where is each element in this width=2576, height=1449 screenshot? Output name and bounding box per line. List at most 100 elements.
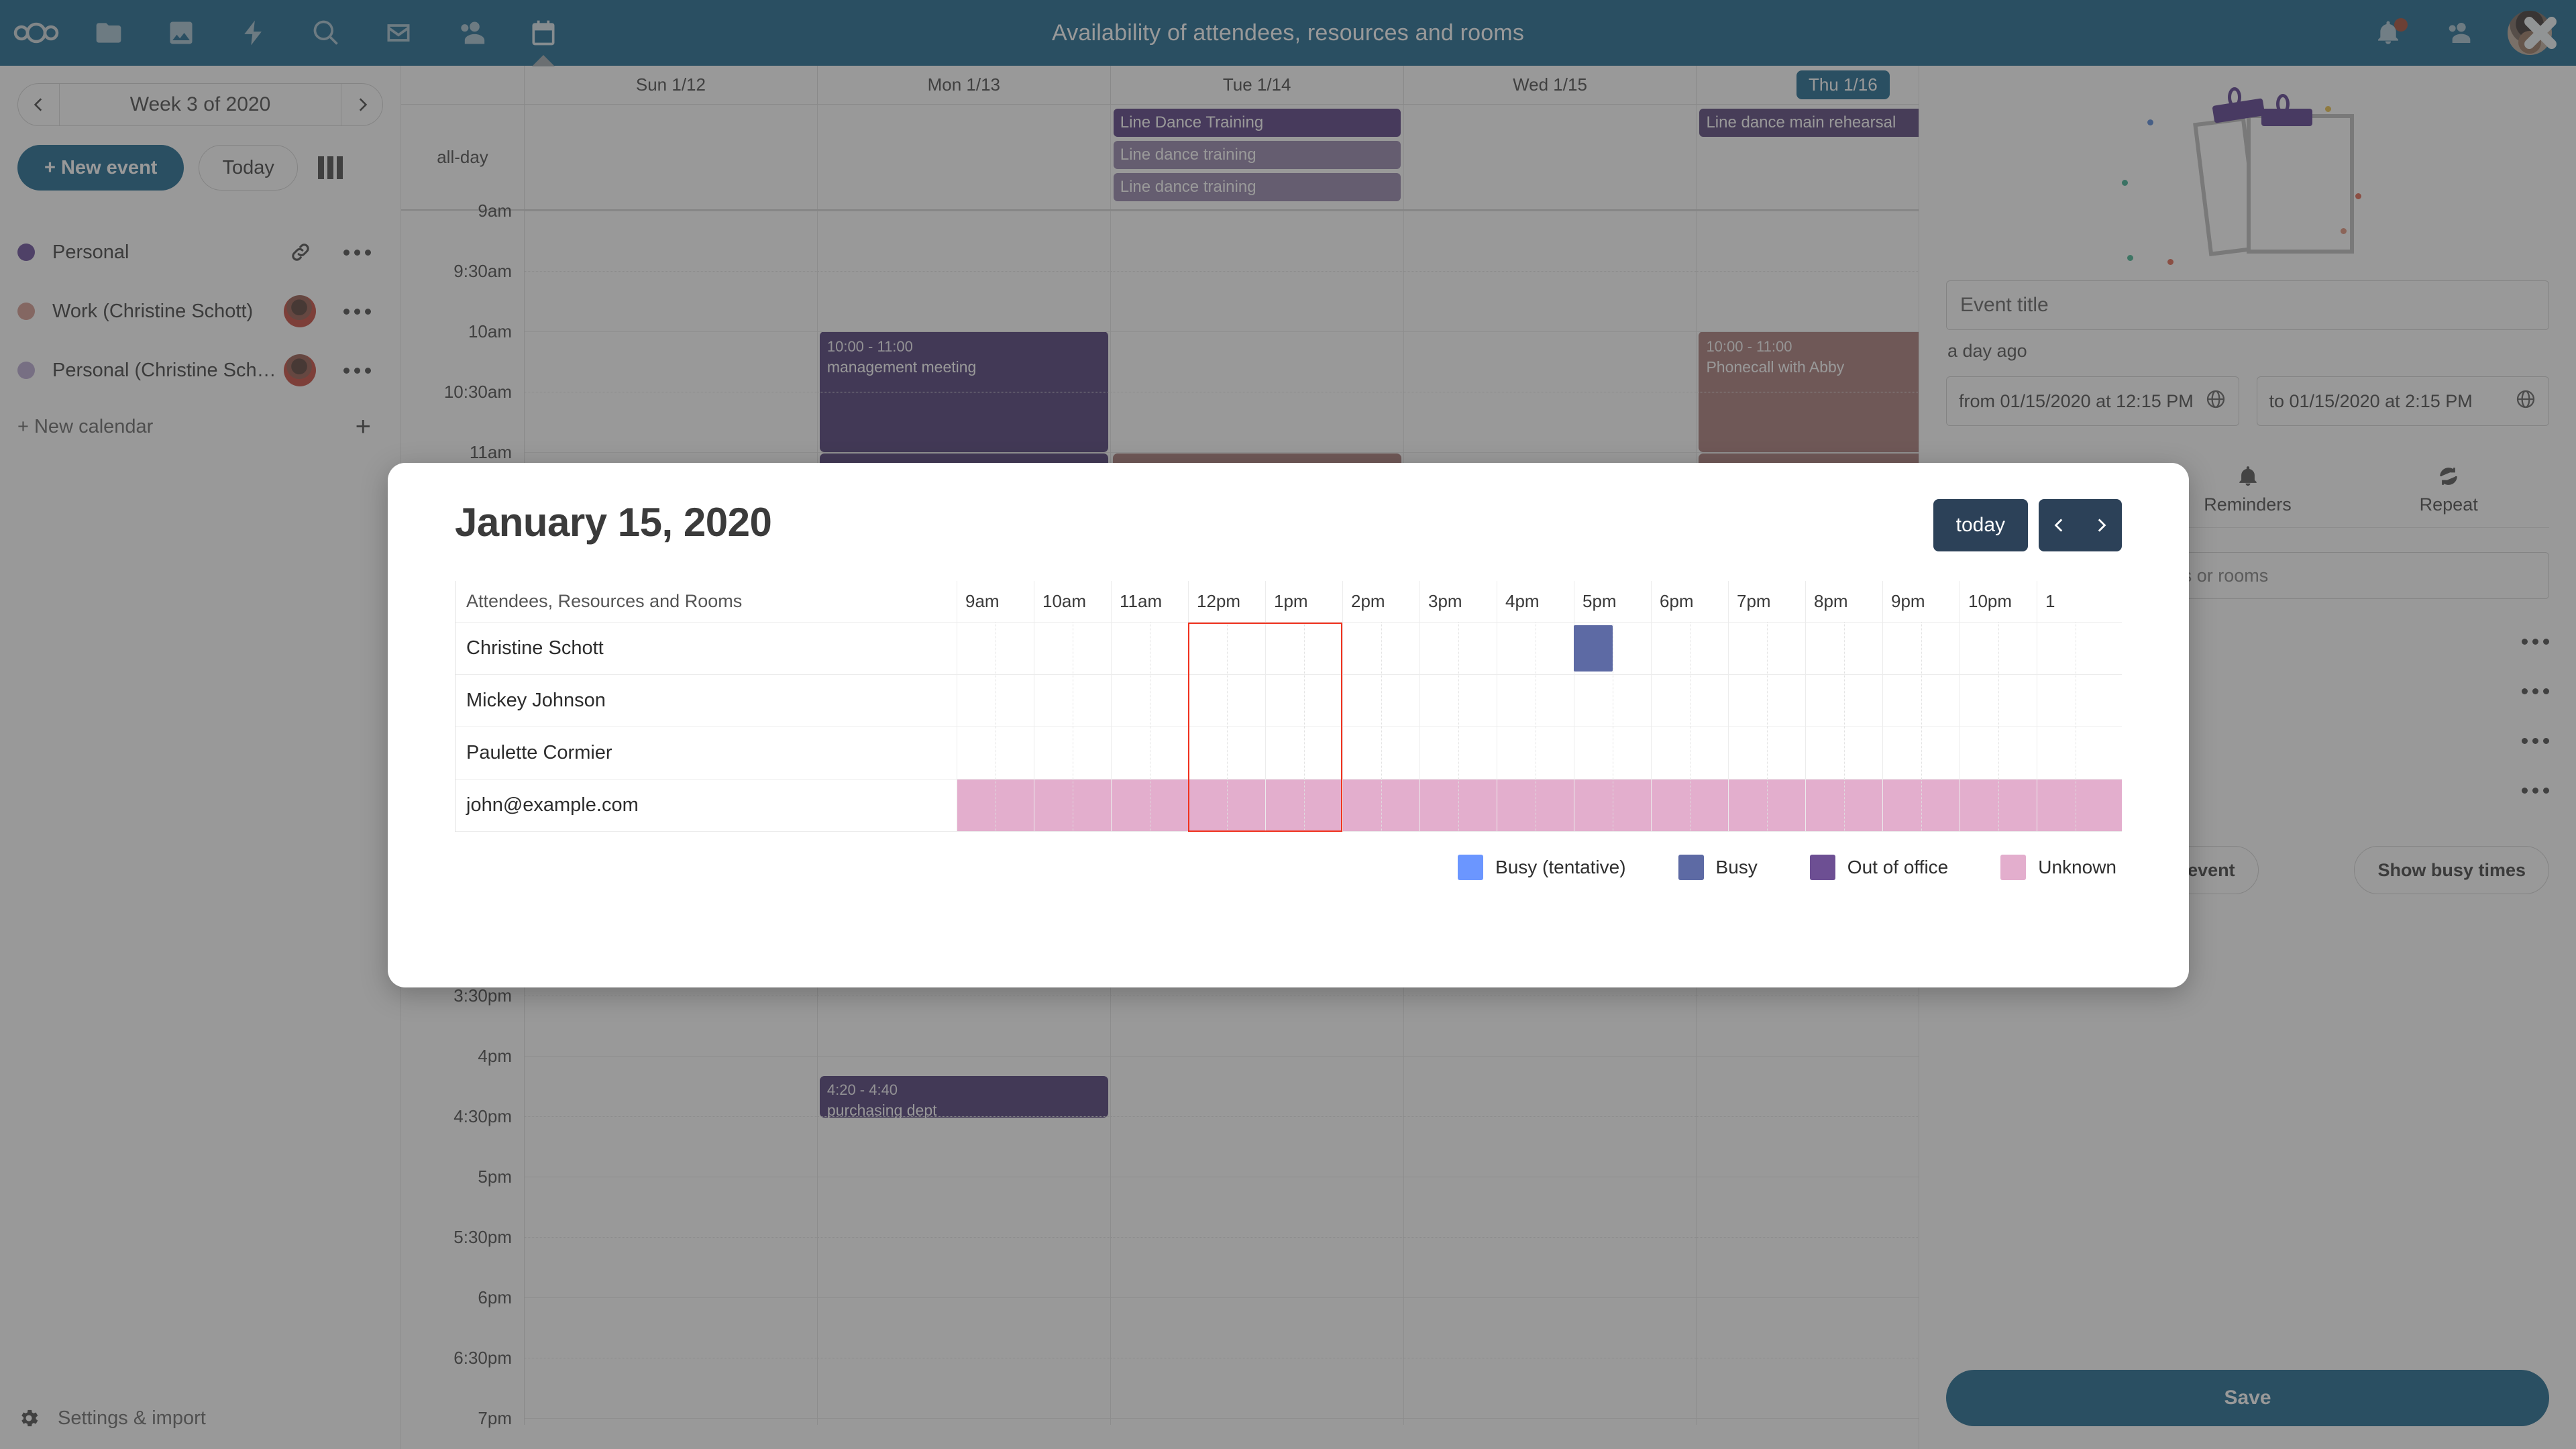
availability-cell[interactable] <box>1651 675 1728 727</box>
availability-row <box>957 727 2122 780</box>
availability-cell[interactable] <box>1805 675 1882 727</box>
availability-cell[interactable] <box>1419 675 1497 727</box>
free-busy-legend: Busy (tentative) Busy Out of office Unkn… <box>455 855 2122 880</box>
busy-block <box>1574 625 1613 672</box>
availability-cell[interactable] <box>1574 675 1651 727</box>
availability-cell[interactable] <box>1960 727 2037 779</box>
attendee-name: john@example.com <box>455 780 957 832</box>
availability-cell[interactable] <box>1728 675 1805 727</box>
availability-cell[interactable] <box>1497 623 1574 674</box>
availability-cell[interactable] <box>1034 623 1111 674</box>
availability-cell[interactable] <box>1111 675 1188 727</box>
availability-cell[interactable] <box>1265 623 1342 674</box>
modal-arrow-group <box>2039 499 2122 551</box>
availability-cell[interactable] <box>2037 780 2114 831</box>
legend-swatch <box>2000 855 2027 880</box>
availability-cell[interactable] <box>1882 780 1960 831</box>
availability-cell[interactable] <box>1188 623 1265 674</box>
availability-cell[interactable] <box>1111 780 1188 831</box>
availability-cell[interactable] <box>1419 623 1497 674</box>
availability-cell[interactable] <box>1497 780 1574 831</box>
legend-item-busy: Busy <box>1678 855 1758 880</box>
availability-cell[interactable] <box>1574 780 1651 831</box>
modal-prev-day-button[interactable] <box>2039 499 2080 551</box>
availability-cell[interactable] <box>1034 727 1111 779</box>
availability-cell[interactable] <box>1960 780 2037 831</box>
availability-cell[interactable] <box>1188 675 1265 727</box>
availability-cell[interactable] <box>1728 623 1805 674</box>
availability-row <box>957 623 2122 675</box>
availability-cell[interactable] <box>1882 675 1960 727</box>
hour-header-row: 9am 10am 11am 12pm 1pm 2pm 3pm 4pm 5pm 6pm 7pm 8pm 9… <box>957 581 2122 623</box>
hour-label: 2pm <box>1342 581 1419 622</box>
availability-cell[interactable] <box>1805 727 1882 779</box>
legend-swatch <box>1678 855 1704 880</box>
availability-rows <box>957 623 2122 832</box>
availability-cell[interactable] <box>1651 727 1728 779</box>
modal-date-navigation: today <box>1933 499 2122 551</box>
availability-cell[interactable] <box>1882 623 1960 674</box>
availability-cell[interactable] <box>1342 675 1419 727</box>
availability-cell[interactable] <box>1728 727 1805 779</box>
availability-cell[interactable] <box>2037 623 2114 674</box>
availability-cell[interactable] <box>1651 780 1728 831</box>
availability-cell[interactable] <box>1111 727 1188 779</box>
availability-cell[interactable] <box>1342 780 1419 831</box>
availability-cell[interactable] <box>2037 675 2114 727</box>
free-busy-modal: January 15, 2020 today Attendees, Resour… <box>388 463 2189 987</box>
availability-cell[interactable] <box>957 623 1034 674</box>
availability-cell[interactable] <box>1960 623 2037 674</box>
attendee-name: Paulette Cormier <box>455 727 957 780</box>
availability-cell[interactable] <box>1574 727 1651 779</box>
legend-label: Busy <box>1715 857 1758 877</box>
legend-label: Out of office <box>1847 857 1949 877</box>
hour-label: 3pm <box>1419 581 1497 622</box>
availability-cell[interactable] <box>1188 780 1265 831</box>
modal-today-button[interactable]: today <box>1933 499 2028 551</box>
hour-label: 1 <box>2037 581 2114 622</box>
availability-cell[interactable] <box>1419 727 1497 779</box>
legend-label: Unknown <box>2038 857 2116 877</box>
availability-cell[interactable] <box>1342 623 1419 674</box>
availability-cell[interactable] <box>1342 727 1419 779</box>
modal-header: January 15, 2020 today <box>455 499 2122 551</box>
hour-label: 6pm <box>1651 581 1728 622</box>
hour-label: 11am <box>1111 581 1188 622</box>
hour-label: 1pm <box>1265 581 1342 622</box>
availability-cell[interactable] <box>1265 727 1342 779</box>
modal-next-day-button[interactable] <box>2080 499 2122 551</box>
availability-cell[interactable] <box>1111 623 1188 674</box>
hour-label: 7pm <box>1728 581 1805 622</box>
availability-cell[interactable] <box>2037 727 2114 779</box>
legend-item-out-of-office: Out of office <box>1809 855 1949 880</box>
availability-cell[interactable] <box>1034 780 1111 831</box>
availability-cell[interactable] <box>1728 780 1805 831</box>
legend-item-unknown: Unknown <box>2000 855 2116 880</box>
availability-cell[interactable] <box>1651 623 1728 674</box>
hour-label: 9am <box>957 581 1034 622</box>
availability-cell[interactable] <box>1960 675 2037 727</box>
availability-row <box>957 675 2122 727</box>
availability-cell[interactable] <box>957 780 1034 831</box>
availability-cell[interactable] <box>957 675 1034 727</box>
availability-cell[interactable] <box>1805 780 1882 831</box>
attendee-name: Mickey Johnson <box>455 675 957 727</box>
availability-cell[interactable] <box>1497 675 1574 727</box>
availability-cell[interactable] <box>1805 623 1882 674</box>
availability-cell[interactable] <box>1265 780 1342 831</box>
attendee-name-column: Attendees, Resources and Rooms Christine… <box>455 581 957 832</box>
availability-cell[interactable] <box>1882 727 1960 779</box>
modal-title: January 15, 2020 <box>455 500 772 545</box>
availability-cell[interactable] <box>1419 780 1497 831</box>
availability-cell[interactable] <box>957 727 1034 779</box>
availability-row <box>957 780 2122 832</box>
legend-swatch <box>1809 855 1835 880</box>
availability-cell[interactable] <box>1034 675 1111 727</box>
hour-label: 9pm <box>1882 581 1960 622</box>
legend-label: Busy (tentative) <box>1495 857 1626 877</box>
attendee-name: Christine Schott <box>455 623 957 675</box>
availability-cell[interactable] <box>1265 675 1342 727</box>
availability-cell[interactable] <box>1188 727 1265 779</box>
free-busy-grid: 9am 10am 11am 12pm 1pm 2pm 3pm 4pm 5pm 6pm 7pm 8pm 9… <box>957 581 2122 832</box>
availability-cell[interactable] <box>1497 727 1574 779</box>
